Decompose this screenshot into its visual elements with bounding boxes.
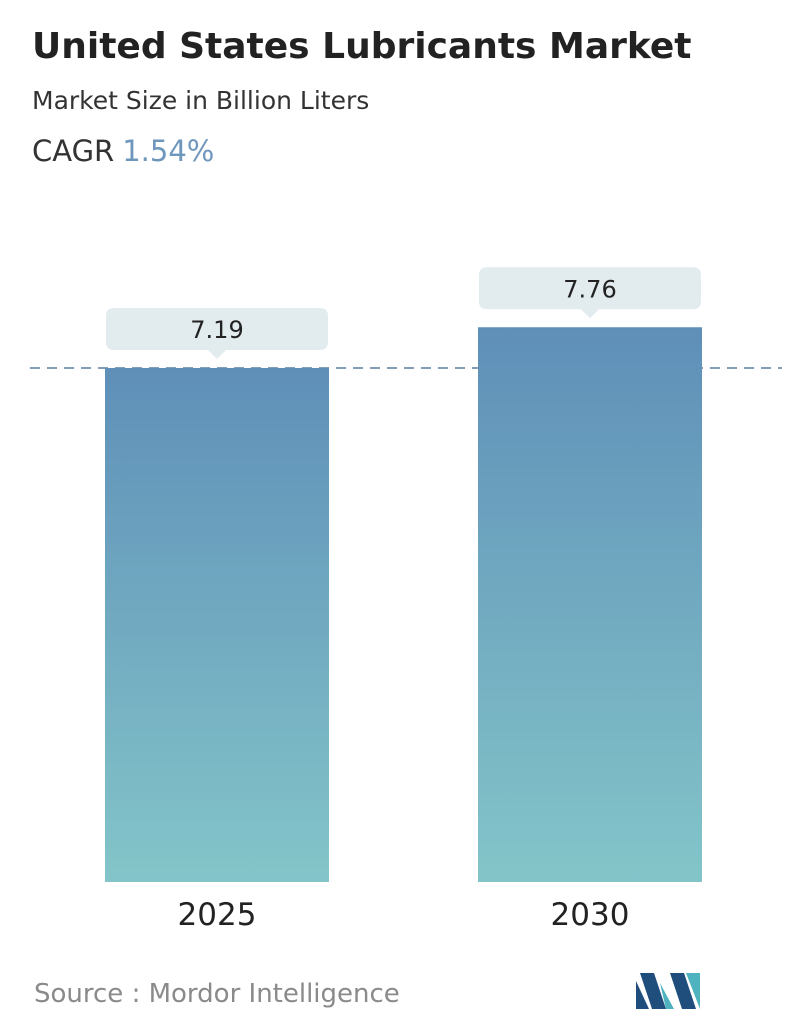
bar-chart: 7.19 2025 7.76 2030 — [30, 267, 782, 933]
chart-subtitle: Market Size in Billion Liters — [32, 86, 370, 115]
cagr-value: 1.54% — [122, 134, 215, 168]
source-text: Source : Mordor Intelligence — [34, 979, 400, 1009]
value-label: 7.76 — [563, 275, 616, 303]
bar-2030 — [478, 327, 702, 883]
x-tick-label: 2030 — [551, 897, 630, 933]
mordor-intelligence-logo-icon — [636, 973, 700, 1009]
cagr-label: CAGR — [32, 134, 115, 168]
x-tick-label: 2025 — [178, 897, 257, 933]
cagr-info: CAGR 1.54% — [32, 134, 214, 168]
value-label-bubble — [106, 308, 328, 359]
value-label-bubble — [479, 267, 701, 319]
bars-group: 7.19 2025 7.76 2030 — [105, 267, 702, 933]
chart-title: United States Lubricants Market — [32, 26, 692, 67]
bar-2025 — [105, 368, 329, 882]
value-label: 7.19 — [190, 316, 243, 344]
